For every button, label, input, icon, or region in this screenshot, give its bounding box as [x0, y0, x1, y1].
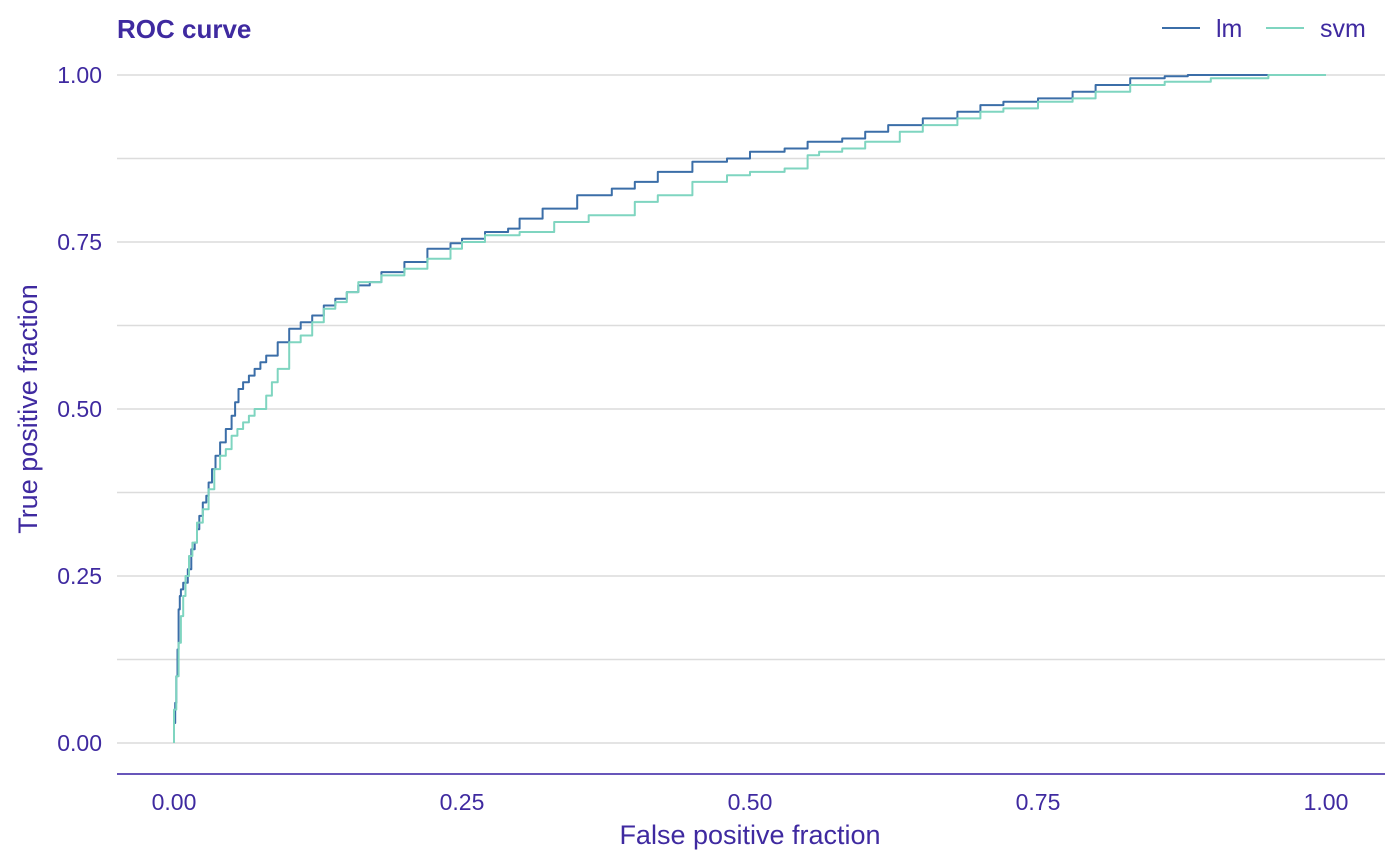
x-tick-label: 0.50: [728, 789, 773, 815]
y-tick-label: 0.75: [57, 229, 102, 255]
x-tick-label: 0.25: [440, 789, 485, 815]
chart-title: ROC curve: [117, 14, 251, 44]
x-tick-labels: 0.00 0.25 0.50 0.75 1.00: [152, 789, 1349, 815]
y-tick-labels: 0.00 0.25 0.50 0.75 1.00: [57, 62, 102, 756]
legend-label-svm: svm: [1320, 15, 1366, 43]
legend: lm svm: [1162, 15, 1366, 43]
series-lines: [173, 74, 1326, 743]
y-tick-label: 0.00: [57, 730, 102, 756]
x-tick-label: 0.00: [152, 789, 197, 815]
series-line-svm: [173, 74, 1326, 743]
legend-label-lm: lm: [1216, 15, 1242, 43]
y-tick-label: 1.00: [57, 62, 102, 88]
y-tick-label: 0.25: [57, 563, 102, 589]
x-tick-label: 1.00: [1304, 789, 1349, 815]
x-tick-label: 0.75: [1016, 789, 1061, 815]
x-axis-title: False positive fraction: [619, 820, 880, 850]
y-tick-label: 0.50: [57, 396, 102, 422]
y-axis-title: True positive fraction: [13, 284, 43, 534]
